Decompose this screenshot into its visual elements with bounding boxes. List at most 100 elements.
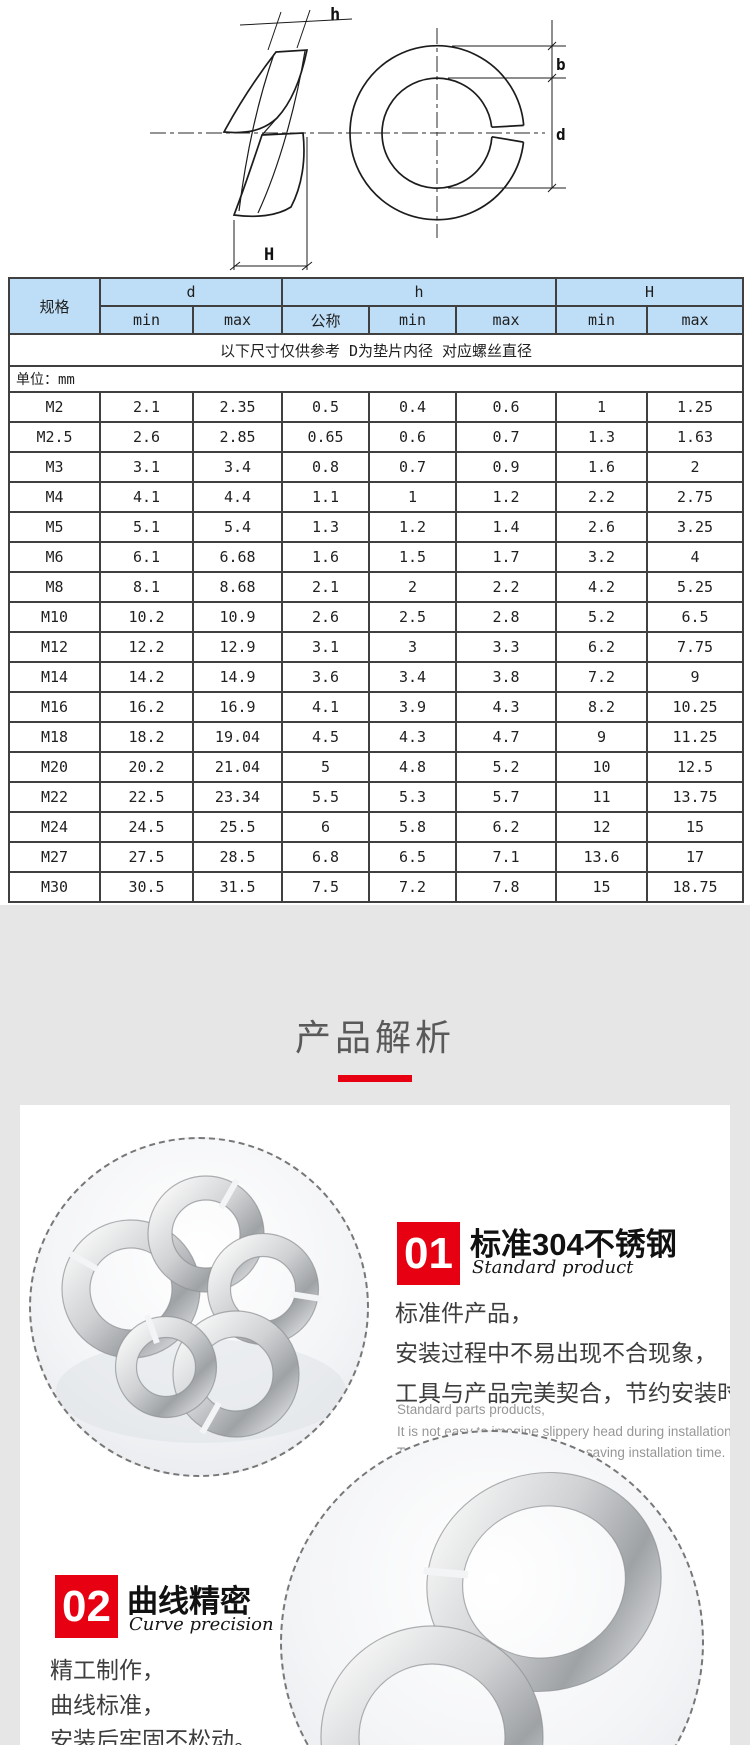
feature-2-number-badge: 02 <box>55 1575 118 1638</box>
value-cell: 1.63 <box>646 421 745 453</box>
value-cell: 2.6 <box>555 511 649 543</box>
header-sub-row: min max 公称 min max min max <box>9 305 745 335</box>
value-cell: 9 <box>555 721 649 753</box>
spec-cell: M6 <box>8 541 101 573</box>
centerlines <box>150 28 545 238</box>
table-row: M8 8.1 8.68 2.1 2 2.2 4.2 5.25 <box>8 571 745 603</box>
value-cell: 2.85 <box>192 421 283 453</box>
value-cell: 8.1 <box>99 571 194 603</box>
spec-table-meta: 以下尺寸仅供参考 D为垫片内径 对应螺丝直径 单位：mm <box>7 333 745 393</box>
value-cell: 1.6 <box>555 451 649 483</box>
value-cell: 3.8 <box>454 661 558 693</box>
value-cell: 2 <box>646 451 745 483</box>
value-cell: 14.9 <box>192 661 283 693</box>
value-cell: 7.5 <box>281 871 370 903</box>
value-cell: 1.3 <box>281 511 370 543</box>
value-cell: 10 <box>555 751 649 783</box>
value-cell: 4.8 <box>368 751 457 783</box>
value-cell: 27.5 <box>99 841 194 873</box>
value-cell: 13.75 <box>646 781 745 813</box>
table-row: M3 3.1 3.4 0.8 0.7 0.9 1.6 2 <box>8 451 745 483</box>
text-line: 安装后牢固不松动。 <box>50 1727 257 1745</box>
col-header-d-min: min <box>99 305 194 335</box>
text-line: 曲线标准， <box>50 1692 165 1718</box>
washer-top-view <box>349 44 525 221</box>
value-cell: 8.2 <box>555 691 649 723</box>
value-cell: 11.25 <box>646 721 745 753</box>
table-row: M4 4.1 4.4 1.1 1 1.2 2.2 2.75 <box>8 481 745 513</box>
value-cell: 17 <box>646 841 745 873</box>
spec-cell: M22 <box>8 781 101 813</box>
col-header-h-nominal: 公称 <box>281 305 370 335</box>
value-cell: 3.4 <box>192 451 283 483</box>
analysis-card: 01 标准304不锈钢 Standard product 标准件产品， 安装过程中… <box>20 1105 730 1745</box>
value-cell: 5.5 <box>281 781 370 813</box>
value-cell: 5 <box>281 751 370 783</box>
value-cell: 6.8 <box>281 841 370 873</box>
dim-label-H: H <box>264 245 274 265</box>
table-row: M2 2.1 2.35 0.5 0.4 0.6 1 1.25 <box>8 391 745 423</box>
value-cell: 4.2 <box>555 571 649 603</box>
dim-label-b: b <box>556 55 566 74</box>
value-cell: 0.6 <box>454 391 558 423</box>
product-photo-washers-2 <box>280 1430 704 1745</box>
value-cell: 18.75 <box>646 871 745 903</box>
text-line: Standard parts products, <box>397 1402 545 1417</box>
spec-table-head: 规格 d h H min max 公称 min max min max <box>8 277 745 335</box>
col-header-H-max: max <box>646 305 745 335</box>
value-cell: 2 <box>368 571 457 603</box>
value-cell: 28.5 <box>192 841 283 873</box>
feature-2-subtitle: Curve precision <box>129 1614 274 1635</box>
value-cell: 1.6 <box>281 541 370 573</box>
washer-rings <box>61 1175 323 1438</box>
table-row: M24 24.5 25.5 6 5.8 6.2 12 15 <box>8 811 745 843</box>
spec-cell: M14 <box>8 661 101 693</box>
feature-1-subtitle: Standard product <box>472 1257 634 1278</box>
value-cell: 3.25 <box>646 511 745 543</box>
spec-cell: M2 <box>8 391 101 423</box>
value-cell: 7.8 <box>454 871 558 903</box>
dim-label-h: h <box>330 5 340 25</box>
value-cell: 7.2 <box>555 661 649 693</box>
value-cell: 6 <box>281 811 370 843</box>
spec-cell: M10 <box>8 601 101 633</box>
value-cell: 11 <box>555 781 649 813</box>
value-cell: 1 <box>368 481 457 513</box>
value-cell: 1.7 <box>454 541 558 573</box>
feature-1-number-badge: 01 <box>397 1222 460 1285</box>
washer-photo-illustration-1 <box>56 1175 346 1443</box>
value-cell: 1.25 <box>646 391 745 423</box>
value-cell: 31.5 <box>192 871 283 903</box>
value-cell: 5.25 <box>646 571 745 603</box>
table-row: M30 30.5 31.5 7.5 7.2 7.8 15 18.75 <box>8 871 745 903</box>
product-photo-washers-1 <box>29 1137 369 1477</box>
value-cell: 1.4 <box>454 511 558 543</box>
value-cell: 23.34 <box>192 781 283 813</box>
value-cell: 0.9 <box>454 451 558 483</box>
feature-1-title: 标准304不锈钢 <box>470 1227 677 1262</box>
value-cell: 4.1 <box>281 691 370 723</box>
dim-label-d: d <box>556 125 566 144</box>
col-group-d: d <box>99 277 283 307</box>
value-cell: 16.2 <box>99 691 194 723</box>
value-cell: 6.5 <box>646 601 745 633</box>
value-cell: 6.2 <box>555 631 649 663</box>
table-note-row: 以下尺寸仅供参考 D为垫片内径 对应螺丝直径 <box>7 333 745 367</box>
spec-cell: M5 <box>8 511 101 543</box>
value-cell: 4 <box>646 541 745 573</box>
value-cell: 3.3 <box>454 631 558 663</box>
value-cell: 6.2 <box>454 811 558 843</box>
value-cell: 12 <box>555 811 649 843</box>
spec-table-body: M2 2.1 2.35 0.5 0.4 0.6 1 1.25 M2.5 2.6 2.85 0.65 0.… <box>8 391 745 903</box>
col-header-spec: 规格 <box>8 277 101 335</box>
value-cell: 15 <box>646 811 745 843</box>
value-cell: 9 <box>646 661 745 693</box>
table-row: M12 12.2 12.9 3.1 3 3.3 6.2 7.75 <box>8 631 745 663</box>
value-cell: 3.6 <box>281 661 370 693</box>
table-row: M2.5 2.6 2.85 0.65 0.6 0.7 1.3 1.63 <box>8 421 745 453</box>
value-cell: 12.9 <box>192 631 283 663</box>
value-cell: 2.75 <box>646 481 745 513</box>
value-cell: 10.2 <box>99 601 194 633</box>
value-cell: 1.2 <box>454 481 558 513</box>
table-note: 以下尺寸仅供参考 D为垫片内径 对应螺丝直径 <box>7 333 745 367</box>
